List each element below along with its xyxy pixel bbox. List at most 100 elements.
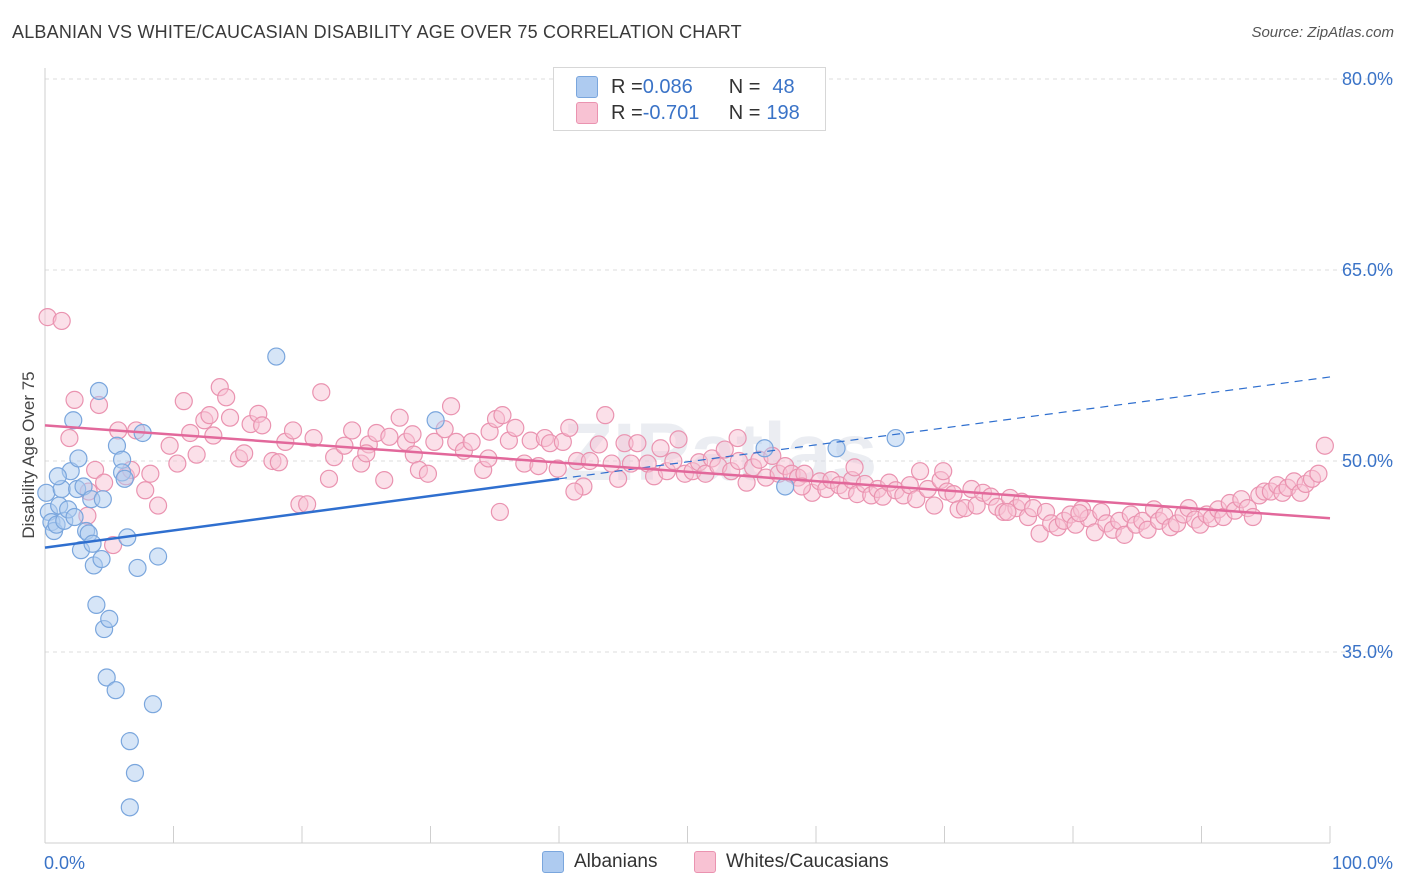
- data-point: [95, 473, 114, 492]
- data-point: [589, 435, 608, 454]
- data-point: [187, 445, 206, 464]
- y-tick-label: 50.0%: [1342, 451, 1393, 471]
- data-point: [441, 397, 461, 416]
- data-point: [565, 482, 584, 501]
- data-point: [426, 411, 445, 430]
- legend-label-whites: Whites/Caucasians: [726, 851, 889, 872]
- legend-row-whites: R = -0.701 N = 198: [576, 100, 800, 126]
- legend-swatch-whites: [576, 102, 598, 124]
- data-point: [390, 408, 409, 427]
- y-tick-label: 65.0%: [1342, 260, 1393, 280]
- data-point: [827, 439, 846, 458]
- data-point: [125, 763, 145, 783]
- legend-r-value: -0.701: [642, 101, 700, 124]
- data-point: [128, 558, 147, 578]
- legend-n-label: N =: [728, 101, 761, 124]
- data-point: [664, 451, 683, 471]
- data-point: [934, 462, 953, 481]
- legend-item-whites[interactable]: Whites/Caucasians: [694, 851, 889, 873]
- legend-n-value: 48: [772, 75, 795, 98]
- data-point: [404, 445, 423, 464]
- stats-legend: R = 0.086 N = 48 R = -0.701 N = 198: [553, 67, 826, 131]
- data-point: [253, 416, 272, 435]
- data-point: [181, 423, 200, 443]
- data-point: [120, 798, 139, 817]
- data-point: [269, 453, 288, 472]
- data-point: [493, 406, 512, 425]
- legend-r-label: R =: [611, 101, 643, 124]
- legend-n-label: N =: [728, 75, 761, 98]
- data-point: [267, 347, 286, 366]
- data-point: [845, 458, 864, 477]
- data-point: [143, 695, 163, 714]
- legend-swatch-whites: [694, 851, 716, 873]
- data-point: [319, 469, 339, 488]
- data-point: [548, 459, 567, 478]
- data-point: [602, 454, 621, 473]
- legend-r-label: R =: [611, 75, 643, 98]
- data-point: [60, 428, 79, 448]
- data-point: [200, 406, 219, 425]
- legend-swatch-albanians: [576, 76, 598, 98]
- legend-label-albanians: Albanians: [574, 851, 658, 872]
- data-point: [651, 439, 670, 458]
- data-point: [69, 449, 88, 468]
- chart-title: ALBANIAN VS WHITE/CAUCASIAN DISABILITY A…: [12, 22, 742, 42]
- data-point: [312, 383, 331, 402]
- data-point: [462, 432, 481, 451]
- data-point: [86, 460, 105, 480]
- data-point: [235, 444, 254, 463]
- tick-labels: 35.0% 50.0% 65.0% 80.0% 0.0% 100.0%: [44, 69, 1393, 873]
- legend-item-albanians[interactable]: Albanians: [542, 851, 657, 873]
- legend-row-albanians: R = 0.086 N = 48: [576, 74, 795, 100]
- data-point: [48, 467, 67, 486]
- legend-r-value: 0.086: [642, 75, 693, 98]
- data-point: [97, 668, 116, 687]
- data-point: [1315, 436, 1334, 455]
- data-point: [204, 426, 223, 445]
- data-point: [343, 421, 362, 440]
- data-point: [136, 481, 155, 500]
- data-point: [64, 411, 83, 430]
- data-point: [560, 418, 579, 437]
- data-point: [148, 496, 168, 515]
- data-point: [325, 448, 344, 467]
- data-point: [737, 473, 756, 492]
- y-tick-label: 80.0%: [1342, 69, 1393, 89]
- data-point: [425, 432, 444, 451]
- data-point: [925, 496, 944, 515]
- data-point: [52, 311, 71, 331]
- data-point: [89, 381, 109, 401]
- x-tick-label: 100.0%: [1332, 853, 1393, 873]
- data-point: [1070, 504, 1089, 523]
- data-point: [418, 464, 438, 483]
- data-point: [580, 451, 599, 471]
- data-point: [1115, 525, 1134, 544]
- trend-line-projection: [558, 376, 1331, 480]
- data-point: [755, 439, 774, 458]
- data-point: [283, 421, 303, 440]
- data-point: [93, 490, 112, 509]
- data-point: [115, 469, 134, 488]
- data-point: [1030, 524, 1049, 543]
- axes: [44, 68, 1331, 844]
- data-point: [298, 495, 317, 514]
- data-point: [886, 428, 905, 448]
- data-point: [669, 430, 688, 449]
- source-label: Source: ZipAtlas.com: [1251, 24, 1394, 41]
- data-point: [1309, 464, 1328, 483]
- data-point: [220, 408, 240, 427]
- data-points: [37, 308, 1334, 817]
- data-point: [87, 595, 106, 614]
- data-point: [304, 428, 323, 448]
- data-point: [403, 425, 422, 444]
- data-point: [506, 418, 525, 437]
- data-point: [217, 388, 236, 407]
- data-point: [910, 462, 930, 481]
- y-axis-label: Disability Age Over 75: [19, 371, 38, 538]
- data-point: [106, 681, 125, 700]
- data-point: [65, 507, 84, 527]
- x-tick-label: 0.0%: [44, 853, 85, 873]
- data-point: [628, 434, 647, 453]
- data-point: [609, 469, 628, 488]
